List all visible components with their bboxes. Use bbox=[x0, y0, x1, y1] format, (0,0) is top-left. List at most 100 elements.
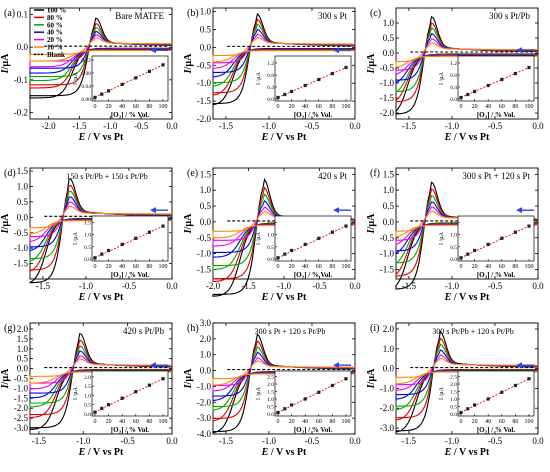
inset-x-tick-label: 0 bbox=[460, 104, 463, 110]
inset-y-label: I /µA bbox=[256, 386, 262, 400]
arrow-head-icon bbox=[150, 362, 156, 369]
inset-data-point bbox=[473, 248, 477, 253]
y-tick-label: -2.0 bbox=[380, 403, 395, 413]
inset-data-point bbox=[473, 89, 477, 94]
inset-data-point bbox=[283, 407, 287, 411]
inset-x-tick-label: 100 bbox=[159, 419, 168, 425]
inset-x-tick-label: 80 bbox=[329, 419, 335, 425]
y-tick-label: 1.0 bbox=[200, 350, 212, 360]
inset-data-point bbox=[466, 252, 470, 256]
inset-fit-line bbox=[94, 378, 164, 413]
inset-data-point bbox=[93, 95, 97, 99]
inset-x-tick-label: 20 bbox=[472, 419, 478, 425]
inset-x-tick-label: 80 bbox=[329, 104, 335, 110]
y-axis-label: I/µA bbox=[183, 368, 194, 389]
inset-y-tick-label: 2.0 bbox=[267, 382, 274, 388]
inset-x-tick-label: 100 bbox=[342, 104, 351, 110]
inset-data-point bbox=[513, 383, 517, 388]
y-tick-label: 1.0 bbox=[383, 18, 395, 28]
inset-y-tick-label: 0.0 bbox=[450, 412, 457, 418]
x-tick-label: -1.5 bbox=[72, 121, 87, 131]
inset-data-point bbox=[500, 77, 504, 82]
y-tick-label: 1.0 bbox=[17, 344, 29, 354]
y-axis-label: I/µA bbox=[0, 368, 11, 389]
inset-x-tick-label: 0 bbox=[277, 419, 280, 425]
x-axis-label: E / V vs Pt bbox=[444, 447, 490, 458]
inset-y-tick-label: 2.5 bbox=[450, 375, 457, 381]
arrow-head-icon bbox=[516, 207, 522, 214]
inset-x-tick-label: 100 bbox=[342, 419, 351, 425]
inset-data-point bbox=[283, 252, 287, 256]
inset-data-point bbox=[107, 89, 111, 93]
inset-y-tick-label: 0.0 bbox=[450, 97, 457, 103]
panel-title: 420 s Pt bbox=[318, 171, 348, 181]
inset-y-tick-label: 1.0 bbox=[450, 233, 457, 239]
x-tick-label: -1.0 bbox=[103, 121, 118, 131]
inset-x-label: [O2] / % Vol. bbox=[111, 111, 150, 121]
x-tick-label: -1.0 bbox=[79, 281, 94, 291]
legend-label: 20 % bbox=[47, 36, 63, 44]
x-axis-label: E / V vs Pt bbox=[261, 132, 307, 143]
y-tick-label: -1.0 bbox=[14, 243, 29, 253]
x-tick-label: -1.0 bbox=[445, 281, 460, 291]
inset-data-point bbox=[317, 236, 321, 240]
y-tick-label: 1.0 bbox=[383, 185, 395, 195]
inset-x-tick-label: 60 bbox=[133, 104, 139, 110]
inset-data-point bbox=[513, 71, 517, 76]
inset-data-point bbox=[161, 377, 165, 381]
inset-x-tick-label: 40 bbox=[119, 104, 125, 110]
inset: 0 20 40 60 80 100 0.0 0.5 1.0 1.5 2.0 I /µA [O2] / %… bbox=[73, 370, 169, 436]
inset-data-point bbox=[107, 403, 111, 407]
inset-y-tick-label: 1.5 bbox=[267, 390, 274, 396]
x-tick-label: -1.5 bbox=[32, 436, 47, 446]
y-tick-label: -0.5 bbox=[14, 228, 29, 238]
inset-x-tick-label: 40 bbox=[302, 264, 308, 270]
y-axis-label: I/µA bbox=[366, 53, 377, 74]
inset-x-tick-label: 40 bbox=[485, 104, 491, 110]
panel-label: (h) bbox=[187, 323, 199, 334]
x-tick-label: -0.5 bbox=[122, 281, 137, 291]
x-tick-label: 0.0 bbox=[532, 436, 544, 446]
inset-x-tick-label: 20 bbox=[106, 419, 112, 425]
inset-data-point bbox=[107, 248, 111, 253]
inset-data-point bbox=[290, 89, 294, 94]
y-tick-label: -4.0 bbox=[197, 429, 212, 439]
inset-x-tick-label: 20 bbox=[289, 264, 295, 270]
x-tick-label: -0.5 bbox=[134, 121, 149, 131]
inset-x-tick-label: 60 bbox=[499, 264, 505, 270]
arrow-head-icon bbox=[516, 47, 522, 54]
x-tick-label: -0.5 bbox=[305, 436, 320, 446]
panel-label: (a) bbox=[4, 8, 15, 19]
inset-x-label: [O2] / % Vol. bbox=[477, 111, 516, 121]
panel-title: 300 s Pt + 120 s Pt/Pb bbox=[255, 327, 326, 336]
inset-data-point bbox=[120, 396, 124, 400]
y-tick-label: -3.0 bbox=[14, 423, 29, 433]
inset-data-point bbox=[466, 92, 470, 97]
y-tick-label: -1.0 bbox=[197, 249, 212, 259]
y-tick-label: 1.0 bbox=[383, 344, 395, 354]
y-tick-label: -1.0 bbox=[14, 383, 29, 393]
y-axis-label: I/µA bbox=[0, 53, 11, 74]
y-tick-label: -2.0 bbox=[380, 108, 395, 118]
inset-x-tick-label: 0 bbox=[94, 104, 97, 110]
inset: 0 20 40 60 80 100 0.0 0.4 0.8 1.2 I /µA [O2] / % Vo… bbox=[439, 55, 535, 121]
inset-x-tick-label: 40 bbox=[485, 264, 491, 270]
y-tick-label: 3.0 bbox=[200, 318, 212, 328]
y-tick-label: 1.5 bbox=[200, 169, 212, 179]
x-tick-label: -1.0 bbox=[445, 436, 460, 446]
inset-data-point bbox=[459, 410, 463, 415]
inset-data-point bbox=[303, 397, 307, 401]
x-tick-label: -0.5 bbox=[488, 436, 503, 446]
inset-x-tick-label: 80 bbox=[146, 419, 152, 425]
inset-y-tick-label: 2.0 bbox=[450, 382, 457, 388]
panel-g: -1.5 -1.0 -0.5 0.0-3.0-2.5-2.0-1.5-1.0-0.50… bbox=[0, 322, 178, 458]
x-tick-label: -1.0 bbox=[262, 121, 277, 131]
y-tick-label: -2.0 bbox=[197, 114, 212, 124]
y-tick-label: 0.5 bbox=[383, 33, 395, 43]
inset-x-tick-label: 100 bbox=[525, 264, 534, 270]
inset-data-point bbox=[290, 248, 294, 253]
inset-y-tick-label: 0.08 bbox=[81, 71, 91, 77]
x-tick-label: 0.0 bbox=[166, 436, 178, 446]
x-tick-label: -1.5 bbox=[402, 436, 417, 446]
